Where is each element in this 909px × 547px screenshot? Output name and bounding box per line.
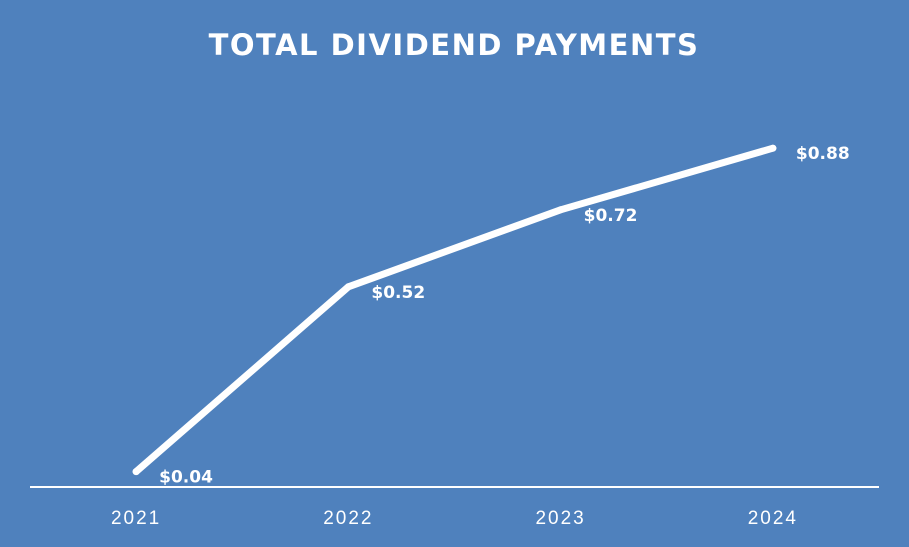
data-point-2024 xyxy=(769,144,777,152)
x-tick-label-2022: 2022 xyxy=(323,508,373,529)
chart-title: TOTAL DIVIDEND PAYMENTS xyxy=(209,28,700,62)
x-tick-label-2021: 2021 xyxy=(111,508,161,529)
data-label-2024: $0.88 xyxy=(796,144,850,164)
x-tick-label-2024: 2024 xyxy=(748,508,798,529)
x-tick-label-2023: 2023 xyxy=(535,508,585,529)
data-point-2022 xyxy=(344,283,352,291)
data-label-2022: $0.52 xyxy=(371,283,425,303)
data-point-2023 xyxy=(557,206,565,214)
data-label-2021: $0.04 xyxy=(159,468,213,488)
x-tick-layer: 2021 2022 2023 2024 xyxy=(111,508,798,529)
series-layer xyxy=(132,144,777,476)
data-label-layer: $0.04 $0.52 $0.72 $0.88 xyxy=(159,144,850,487)
data-label-2023: $0.72 xyxy=(584,206,638,226)
series-line xyxy=(132,144,777,476)
data-point-2021 xyxy=(132,468,140,476)
